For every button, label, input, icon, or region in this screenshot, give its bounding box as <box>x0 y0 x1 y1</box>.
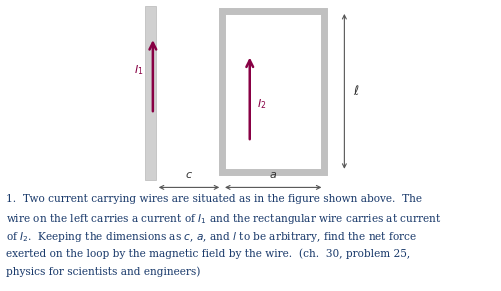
Text: $I_1$: $I_1$ <box>134 63 144 77</box>
Text: physics for scientists and engineers): physics for scientists and engineers) <box>6 267 200 277</box>
Text: 1.  Two current carrying wires are situated as in the figure shown above.  The: 1. Two current carrying wires are situat… <box>6 194 421 203</box>
Text: $I_2$: $I_2$ <box>257 97 266 111</box>
Text: $c$: $c$ <box>185 170 192 180</box>
Bar <box>144 6 155 180</box>
Text: $a$: $a$ <box>269 170 277 180</box>
Text: of $I_2$.  Keeping the dimensions as $c$, $a$, and $l$ to be arbitrary, find the: of $I_2$. Keeping the dimensions as $c$,… <box>6 230 416 244</box>
Text: exerted on the loop by the magnetic field by the wire.  (ch.  30, problem 25,: exerted on the loop by the magnetic fiel… <box>6 249 409 259</box>
Bar <box>222 11 324 172</box>
Text: $\ell$: $\ell$ <box>353 84 359 98</box>
Text: wire on the left carries a current of $I_1$ and the rectangular wire carries at : wire on the left carries a current of $I… <box>6 212 441 226</box>
